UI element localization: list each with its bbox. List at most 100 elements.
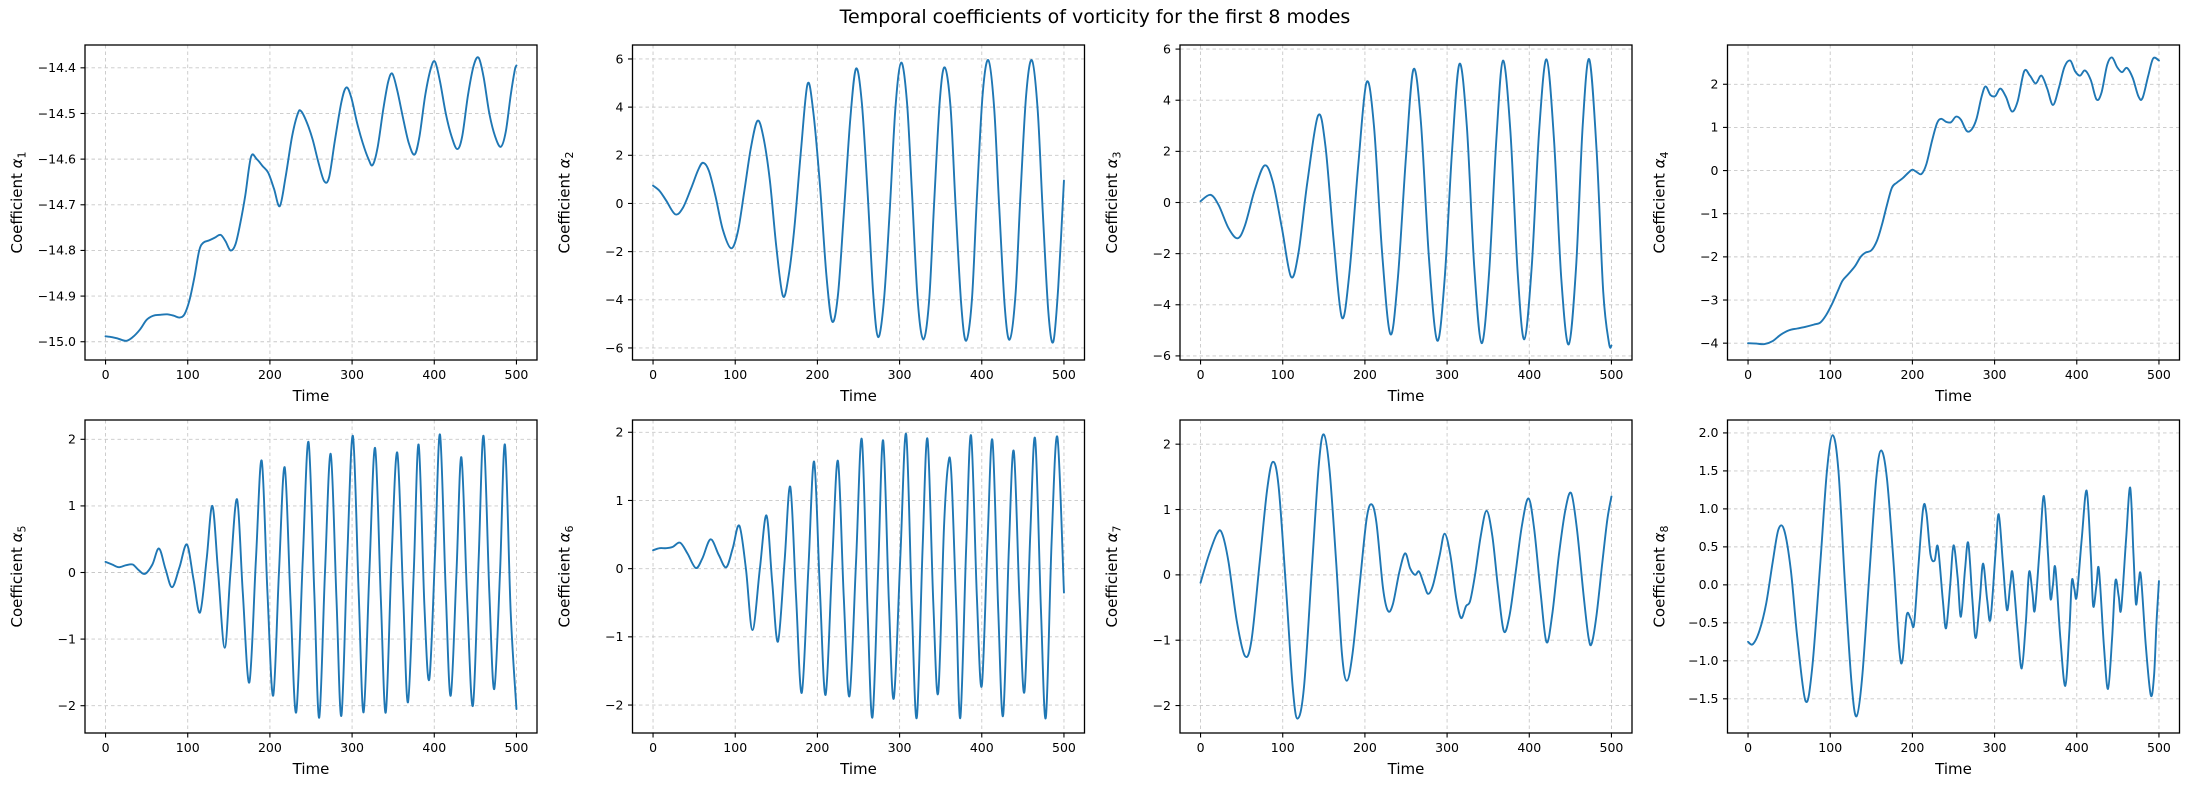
tick-marks bbox=[628, 58, 1065, 365]
x-tick-label: 400 bbox=[970, 740, 994, 755]
y-tick-label: 1.0 bbox=[1699, 501, 1719, 516]
y-tick-label: −14.7 bbox=[38, 197, 76, 212]
series-line bbox=[1199, 58, 1613, 349]
x-tick-label: 200 bbox=[258, 367, 282, 382]
gridlines bbox=[85, 45, 537, 360]
tick-marks bbox=[1723, 83, 2160, 365]
y-axis-label: Coefficient α3 bbox=[1103, 151, 1124, 253]
subplot-coefficient-alpha-1: 0 100 200 300 400 500 −15.0 −14.9 −14.8 −14.7 −14.… bbox=[8, 44, 538, 405]
y-tick-label: 2 bbox=[616, 425, 624, 440]
x-tick-label: 100 bbox=[176, 367, 200, 382]
x-tick-label: 500 bbox=[1052, 367, 1076, 382]
axes-spines bbox=[1726, 419, 2181, 734]
y-tick-label: 2 bbox=[616, 148, 624, 163]
x-tick-label: 200 bbox=[1900, 367, 1924, 382]
gridlines bbox=[1727, 45, 2180, 360]
y-tick-label: −14.9 bbox=[38, 288, 76, 303]
axes-spines bbox=[84, 44, 538, 361]
y-tick-label: −14.4 bbox=[38, 60, 76, 75]
x-tick-label: 300 bbox=[1983, 367, 2007, 382]
y-tick-label: 0 bbox=[616, 561, 624, 576]
gridlines bbox=[632, 420, 1085, 733]
x-tick-label: 400 bbox=[1517, 367, 1541, 382]
x-tick-label: 400 bbox=[2065, 367, 2089, 382]
y-tick-label: 2 bbox=[1163, 436, 1171, 451]
y-tick-label: −14.6 bbox=[38, 151, 76, 166]
subplot-coefficient-alpha-3: 0 100 200 300 400 500 −6 −4 −2 0 2 4 6 Time Coefficien… bbox=[1103, 41, 1633, 405]
y-tick-label: −14.8 bbox=[38, 243, 76, 258]
x-tick-label: 0 bbox=[1744, 740, 1752, 755]
x-tick-label: 300 bbox=[340, 740, 364, 755]
x-tick-label: 0 bbox=[102, 740, 110, 755]
gridlines bbox=[1727, 420, 2180, 733]
y-tick-label: −2 bbox=[1700, 249, 1718, 264]
y-tick-label: −4 bbox=[1700, 335, 1718, 350]
y-tick-label: 6 bbox=[616, 51, 624, 66]
x-tick-label: 200 bbox=[1900, 740, 1924, 755]
y-tick-label: 2 bbox=[68, 432, 76, 447]
y-axis-label: Coefficient α7 bbox=[1103, 525, 1124, 627]
x-tick-label: 100 bbox=[176, 740, 200, 755]
x-tick-label: 500 bbox=[1600, 740, 1624, 755]
axes-spines bbox=[1726, 44, 2181, 361]
y-tick-label: −14.5 bbox=[38, 106, 76, 121]
tick-marks bbox=[1175, 443, 1613, 738]
x-tick-label: 0 bbox=[102, 367, 110, 382]
y-tick-label: −2 bbox=[1153, 246, 1171, 261]
y-tick-label: 0 bbox=[68, 565, 76, 580]
x-tick-label: 0 bbox=[1197, 367, 1205, 382]
y-tick-label: −15.0 bbox=[38, 334, 76, 349]
y-tick-label: −1 bbox=[1700, 206, 1718, 221]
y-tick-label: 4 bbox=[1163, 93, 1171, 108]
gridlines bbox=[632, 45, 1085, 360]
gridlines bbox=[1180, 420, 1632, 733]
y-tick-label: 1 bbox=[1711, 120, 1719, 135]
x-tick-label: 100 bbox=[723, 740, 747, 755]
y-tick-label: −0.5 bbox=[1688, 615, 1718, 630]
y-tick-label: −1 bbox=[1153, 633, 1171, 648]
subplot-coefficient-alpha-7: 0 100 200 300 400 500 −2 −1 0 1 2 Time Coefficient α… bbox=[1103, 419, 1633, 778]
x-tick-label: 300 bbox=[1435, 367, 1459, 382]
y-tick-label: −1.0 bbox=[1688, 653, 1718, 668]
tick-marks bbox=[80, 67, 518, 365]
x-tick-label: 500 bbox=[505, 740, 529, 755]
y-tick-label: 0 bbox=[1163, 567, 1171, 582]
y-tick-label: 2.0 bbox=[1699, 425, 1719, 440]
subplot-coefficient-alpha-4: 0 100 200 300 400 500 −4 −3 −2 −1 0 1 2 Time Coefficie… bbox=[1651, 44, 2181, 405]
y-tick-label: −1.5 bbox=[1688, 691, 1718, 706]
y-axis-label: Coefficient α4 bbox=[1651, 151, 1672, 253]
x-tick-label: 0 bbox=[649, 367, 657, 382]
y-tick-label: 2 bbox=[1711, 77, 1719, 92]
series-line bbox=[104, 433, 518, 719]
series-line bbox=[652, 432, 1065, 720]
tick-marks bbox=[80, 438, 518, 738]
x-tick-label: 300 bbox=[340, 367, 364, 382]
tick-marks bbox=[628, 431, 1065, 738]
gridlines bbox=[85, 420, 537, 733]
x-tick-label: 300 bbox=[1983, 740, 2007, 755]
x-tick-label: 500 bbox=[2147, 740, 2171, 755]
y-axis-label: Coefficient α2 bbox=[556, 151, 577, 253]
y-axis-label: Coefficient α8 bbox=[1651, 525, 1672, 627]
subplot-coefficient-alpha-5: 0 100 200 300 400 500 −2 −1 0 1 2 Time Coefficient α… bbox=[8, 419, 538, 778]
x-tick-label: 400 bbox=[2065, 740, 2089, 755]
series-line bbox=[652, 59, 1065, 344]
y-tick-label: 0 bbox=[1711, 163, 1719, 178]
y-tick-label: 2 bbox=[1163, 144, 1171, 159]
x-axis-label: Time bbox=[292, 760, 330, 778]
x-tick-label: 300 bbox=[888, 740, 912, 755]
y-axis-label: Coefficient α1 bbox=[8, 151, 29, 253]
y-axis-label: Coefficient α6 bbox=[556, 525, 577, 627]
x-tick-label: 100 bbox=[1271, 740, 1295, 755]
y-tick-label: 6 bbox=[1163, 41, 1171, 56]
y-tick-label: −2 bbox=[58, 698, 76, 713]
x-axis-label: Time bbox=[1387, 387, 1425, 405]
x-tick-label: 200 bbox=[1353, 367, 1377, 382]
x-tick-label: 500 bbox=[1600, 367, 1624, 382]
x-tick-label: 100 bbox=[1271, 367, 1295, 382]
x-tick-label: 100 bbox=[1818, 740, 1842, 755]
x-axis-label: Time bbox=[1934, 387, 1972, 405]
x-tick-label: 400 bbox=[422, 740, 446, 755]
y-axis-label: Coefficient α5 bbox=[8, 525, 29, 627]
